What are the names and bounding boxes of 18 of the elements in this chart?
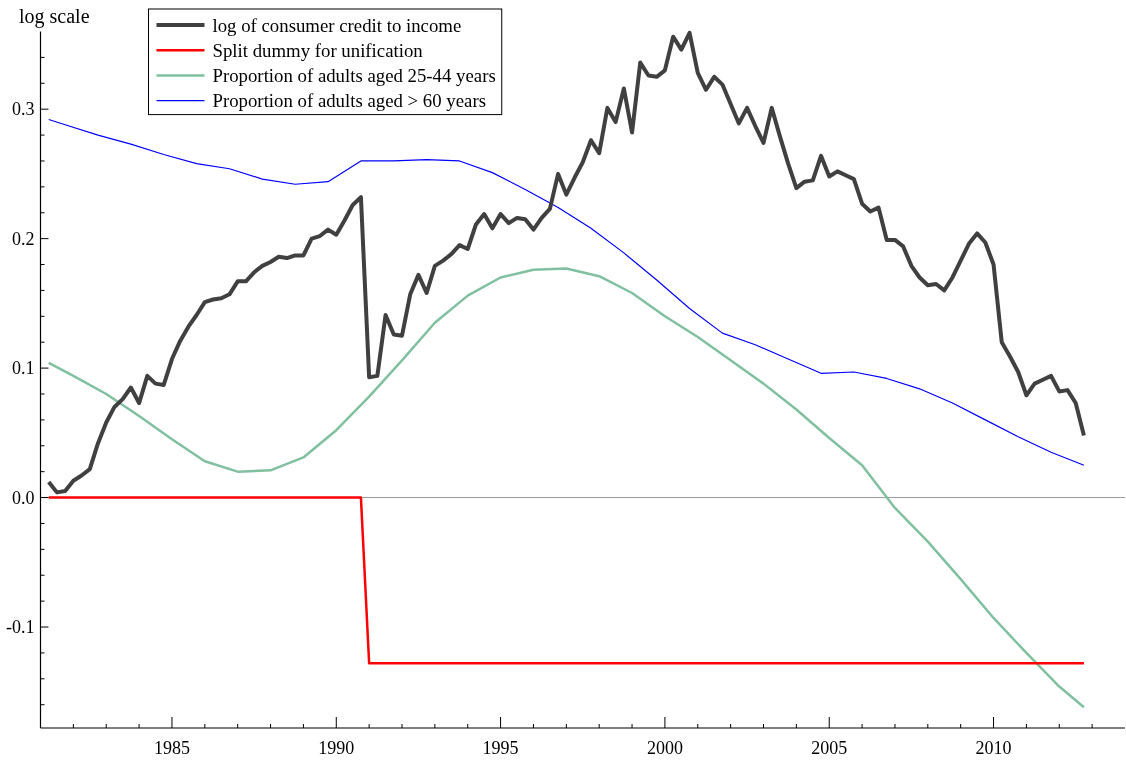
y-tick-label: -0.1 (6, 617, 35, 638)
x-tick-label: 1995 (482, 738, 519, 758)
legend-label: log of consumer credit to income (212, 14, 462, 36)
y-axis-title: log scale (19, 5, 90, 28)
x-tick-label: 1985 (153, 738, 190, 758)
y-tick-label: 0.3 (12, 99, 35, 120)
x-tick-label: 1990 (318, 738, 355, 758)
y-tick-label: 0.1 (12, 358, 35, 379)
legend-label: Split dummy for unification (212, 39, 424, 61)
legend-label: Proportion of adults aged > 60 years (212, 90, 486, 112)
x-tick-label: 2000 (646, 738, 683, 758)
x-tick-label: 2010 (975, 738, 1012, 758)
line-series (47, 267, 1086, 709)
legend-label: Proportion of adults aged 25-44 years (212, 64, 496, 86)
y-tick-label: 0.0 (12, 487, 35, 508)
y-tick-label: 0.2 (12, 228, 35, 249)
line-series (48, 118, 1085, 466)
x-tick-label: 2005 (811, 738, 848, 758)
